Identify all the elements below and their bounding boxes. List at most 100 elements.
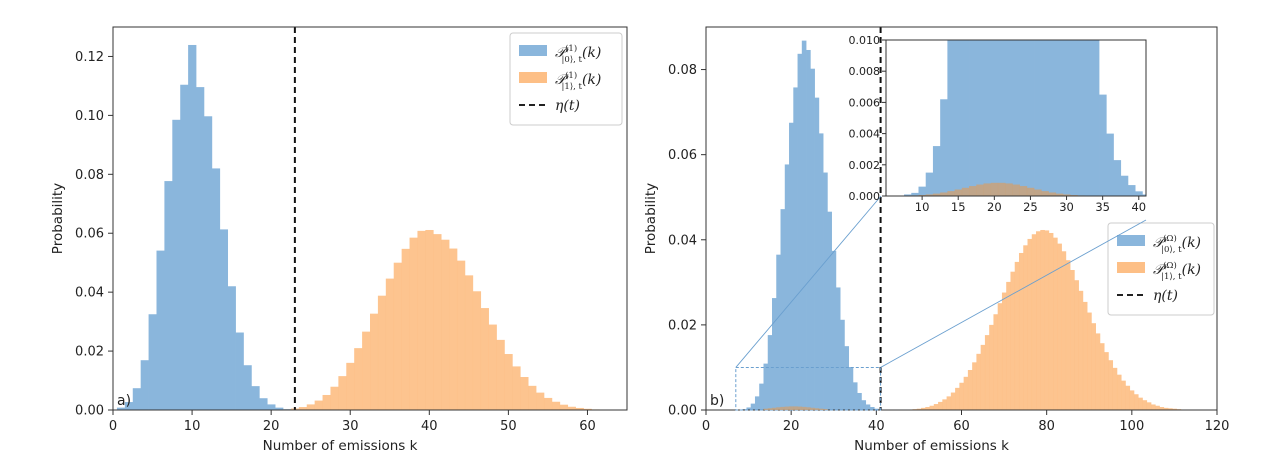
bar [976, 185, 984, 196]
bar [1155, 406, 1160, 410]
bar [1002, 293, 1007, 410]
bar [793, 406, 798, 410]
bar [497, 340, 505, 410]
bar [998, 37, 1006, 196]
bar [204, 116, 212, 410]
bar [1096, 333, 1101, 410]
bar [940, 99, 948, 196]
panel-label: a) [117, 393, 131, 409]
y-tick-label: 0.00 [668, 404, 697, 419]
bar [1077, 37, 1085, 196]
bar [315, 401, 323, 410]
bar [243, 365, 251, 410]
bar [763, 364, 768, 410]
bar [844, 346, 849, 410]
legend-entry: η(t) [555, 98, 580, 114]
bar [840, 320, 845, 410]
bar [473, 291, 481, 410]
x-tick-label: 20 [263, 419, 280, 434]
bar [993, 314, 998, 410]
legend: 𝒫(Ω)|0⟩, t(k)𝒫(Ω)|1⟩, t(k)η(t) [1108, 223, 1214, 315]
bar [1056, 37, 1064, 196]
bar [1092, 38, 1100, 196]
bar [984, 37, 992, 196]
bar [354, 348, 362, 410]
bar [1045, 230, 1050, 410]
bar [785, 164, 790, 410]
bar [789, 406, 794, 410]
bar [236, 333, 244, 410]
bar [1005, 37, 1013, 196]
bar [1113, 368, 1118, 410]
bar [156, 251, 164, 410]
bar [772, 298, 777, 410]
bar [1027, 37, 1035, 196]
bar [1142, 400, 1147, 410]
bar [802, 407, 807, 410]
y-tick-label: 0.08 [75, 168, 104, 183]
bar [1006, 282, 1011, 410]
bar [947, 37, 955, 196]
bar [763, 409, 768, 410]
bar [1036, 231, 1041, 410]
x-tick-label: 80 [1038, 419, 1055, 434]
y-tick-label: 0.06 [75, 227, 104, 242]
x-tick-label: 20 [783, 419, 800, 434]
bar [991, 37, 999, 196]
bar [370, 314, 378, 410]
bar [819, 409, 824, 410]
legend: 𝒫(1)|0⟩, t(k)𝒫(1)|1⟩, t(k)η(t) [510, 33, 622, 125]
bar [768, 408, 773, 410]
bar [926, 173, 934, 196]
bar [759, 384, 764, 410]
bar [1049, 37, 1057, 196]
bar [1085, 37, 1093, 196]
inset-x-tick-label: 15 [951, 200, 966, 214]
y-tick-label: 0.02 [668, 318, 697, 333]
bar [133, 388, 141, 410]
bar [776, 255, 781, 410]
inset-y-tick-label: 0.008 [849, 65, 881, 78]
bar [180, 85, 188, 410]
x-axis-label: Number of emissions k [263, 438, 418, 454]
bar [810, 408, 815, 410]
bar [981, 345, 986, 410]
bar [220, 229, 228, 410]
bar [228, 286, 236, 410]
y-tick-label: 0.02 [75, 345, 104, 360]
inset-x-tick-label: 10 [915, 200, 930, 214]
bar [1106, 134, 1114, 196]
inset-y-tick-label: 0.000 [849, 190, 881, 203]
bar [338, 376, 346, 410]
bar [1015, 262, 1020, 410]
bar [751, 404, 756, 410]
bar [1063, 37, 1071, 196]
bar [947, 396, 952, 410]
bar [819, 133, 824, 410]
bar [520, 377, 528, 410]
bar [998, 303, 1003, 410]
bar [947, 191, 955, 196]
bar [919, 187, 927, 196]
bar [330, 387, 338, 410]
y-axis-label: Probability [50, 183, 66, 254]
bar [1020, 186, 1028, 196]
bar [386, 279, 394, 410]
bar [433, 234, 441, 410]
bar [1032, 234, 1037, 410]
bar [560, 405, 568, 410]
inset-y-tick-label: 0.002 [849, 159, 881, 172]
x-tick-label: 120 [1205, 419, 1230, 434]
legend-swatch [519, 72, 547, 83]
bar [1019, 253, 1024, 410]
inset-y-tick-label: 0.010 [849, 34, 881, 47]
bar [962, 188, 970, 196]
series-orange [283, 230, 615, 410]
bar [976, 37, 984, 196]
bar [410, 238, 418, 410]
inset-y-tick-label: 0.006 [849, 96, 881, 109]
bar [942, 399, 947, 410]
bar [849, 367, 854, 410]
